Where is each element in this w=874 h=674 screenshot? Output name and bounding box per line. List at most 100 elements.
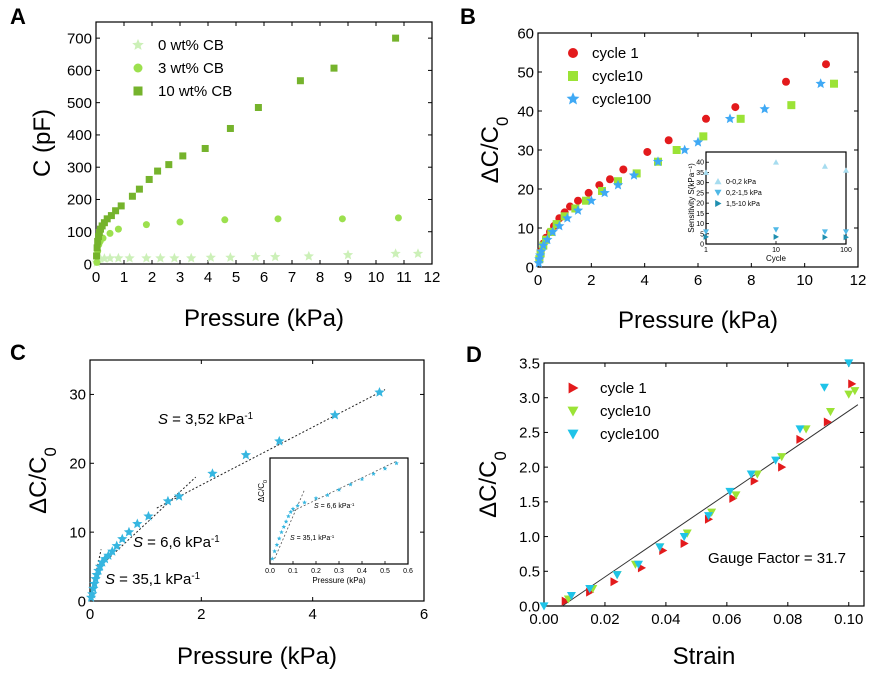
panel-b-ytick-label: 10 [517, 220, 534, 237]
panel-a-point [250, 251, 261, 262]
panel-b-point [664, 136, 673, 145]
panel-b-inset-legend-marker [714, 178, 722, 185]
panel-a-point [95, 233, 103, 241]
panel-b-ytick-label: 40 [517, 103, 534, 120]
panel-c-ytick-label: 10 [69, 524, 86, 541]
panel-d-point [823, 417, 832, 427]
panel-a-xtick-label: 1 [120, 269, 128, 286]
panel-a-xlabel: Pressure (kPa) [184, 305, 344, 332]
panel-b-point [699, 132, 708, 141]
panel-a-point [390, 248, 401, 259]
panel-a-xtick-label: 7 [288, 269, 296, 286]
panel-b-point [547, 226, 558, 237]
panel-a-point [270, 251, 281, 262]
panel-c-frame [89, 359, 425, 602]
panel-c-xtick-label: 4 [308, 606, 316, 623]
panel-d-ytick-label: 1.0 [519, 529, 540, 546]
panel-a-legend-marker [132, 38, 144, 50]
panel-c-ytick-label: 20 [69, 456, 86, 473]
panel-c-point [240, 449, 251, 460]
panel-b-inset-ytick-label: 10 [696, 221, 704, 228]
panel-d-letter: D [466, 342, 482, 367]
panel-b-legend-label: cycle100 [592, 91, 651, 108]
panel-a-point [296, 77, 304, 85]
panel-a-point [99, 253, 110, 263]
panel-b-point [759, 103, 770, 114]
panel-d-point [825, 408, 835, 417]
panel-b-inset-ytick-label: 5 [700, 231, 704, 238]
panel-b-point [554, 220, 565, 231]
panel-d-legend-marker [568, 382, 579, 394]
panel-c-inset-point [371, 471, 376, 476]
panel-b-legend-marker [566, 92, 580, 105]
panel-b-inset-legend-marker [714, 189, 722, 196]
panel-b-point [822, 60, 830, 69]
panel-b-xtick-label: 4 [640, 272, 648, 289]
panel-b-inset-point [843, 167, 849, 173]
panel-c-inset-point [276, 536, 282, 541]
panel-a-ytick-label: 200 [67, 192, 92, 209]
panel-c-inset-point [394, 460, 399, 466]
panel-a-point [186, 252, 197, 263]
panel-b-inset-ytick-label: 30 [696, 180, 704, 187]
panel-a-point [114, 225, 122, 233]
panel-b-point [702, 114, 710, 123]
panel-b-inset-xlabel: Cycle [766, 254, 787, 263]
panel-d-point [704, 512, 714, 521]
panel-c-inset-point [279, 529, 284, 535]
panel-a-point [93, 258, 101, 266]
panel-c-inset-point [295, 503, 300, 508]
panel-a-point [103, 215, 111, 223]
panel-c-point [99, 553, 111, 564]
panel-c-point [143, 510, 154, 521]
panel-d-point [778, 462, 787, 472]
panel-d-annotation: Gauge Factor = 31.7 [708, 550, 846, 567]
panel-b-point [598, 186, 606, 195]
panel-d-point [796, 434, 805, 444]
panel-c-inset-point [274, 542, 280, 547]
panel-d-legend-label: cycle 1 [600, 380, 647, 397]
panel-b-point [782, 77, 790, 86]
panel-a-xtick-label: 8 [316, 269, 324, 286]
panel-b-point [572, 205, 584, 215]
panel-c-inset-point [359, 476, 365, 482]
panel-d-xtick-label: 0.04 [651, 611, 680, 628]
panel-a-xtick-label: 0 [92, 269, 100, 286]
panel-c-inset-xtick-label: 0.6 [403, 568, 413, 575]
panel-a-point [94, 237, 102, 245]
panel-b-inset-ytick-label: 25 [696, 190, 704, 197]
panel-d-legend-marker [567, 429, 579, 440]
panel-d-point [561, 596, 570, 606]
panel-a-ytick-label: 700 [67, 30, 92, 47]
panel-b-point [724, 113, 736, 124]
panel-b-inset-legend-label: 1,5-10 kPa [726, 201, 760, 208]
panel-b-xlabel: Pressure (kPa) [618, 307, 778, 334]
panel-d-point [844, 390, 854, 399]
panel-b-point [582, 196, 590, 205]
panel-c-point [93, 565, 104, 576]
panel-c-ytick-label: 0 [78, 593, 86, 610]
panel-b-point [599, 187, 610, 198]
panel-c-point [329, 409, 341, 420]
panel-c-point [374, 386, 385, 397]
panel-a-xtick-label: 12 [424, 269, 441, 286]
panel-b-ytick-label: 60 [517, 25, 534, 42]
panel-d-point [610, 577, 619, 587]
panel-a-point [124, 252, 135, 263]
panel-d-ylabel: ΔC/C0 [475, 451, 510, 518]
panel-a-point [113, 252, 124, 263]
panel-b-point [815, 78, 826, 89]
panel-b-xtick-label: 2 [587, 272, 595, 289]
panel-a-point [145, 175, 153, 183]
panel-a-point [106, 229, 114, 237]
panel-a-point [165, 161, 173, 169]
panel-d-point [680, 539, 689, 549]
panel-b-inset-point [843, 234, 849, 241]
panel-c-inset-point [336, 487, 342, 492]
panel-a-point [112, 207, 120, 215]
panel-a-ytick-label: 100 [67, 224, 92, 241]
panel-d-ytick-label: 3.5 [519, 355, 540, 372]
panel-a-point [221, 216, 229, 224]
panel-b-xtick-label: 6 [694, 272, 702, 289]
panel-c-xtick-label: 0 [86, 606, 94, 623]
